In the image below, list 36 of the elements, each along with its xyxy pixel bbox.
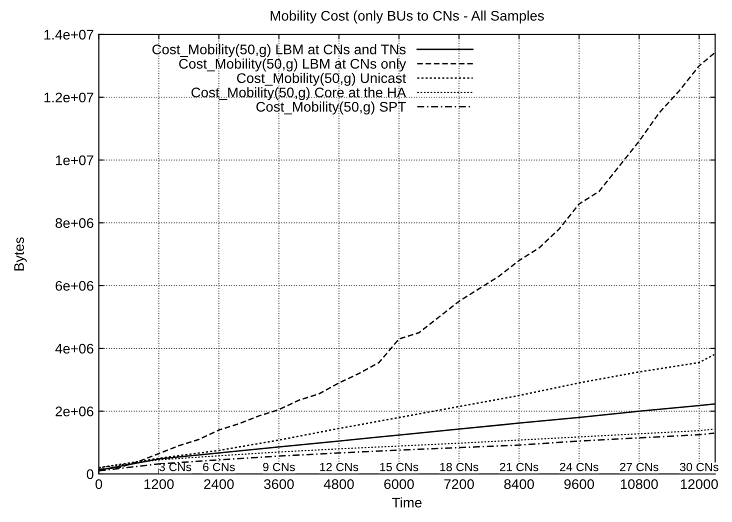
x-tick-label: 6000: [384, 479, 414, 490]
annotation: 12 CNs: [320, 462, 358, 472]
x-tick-label: 0: [96, 479, 102, 490]
y-tick-label: 6e+06: [56, 280, 94, 291]
x-tick-label: 3600: [264, 479, 294, 490]
x-tick-label: 8400: [504, 479, 534, 490]
y-tick-label: 1e+07: [56, 155, 94, 166]
x-axis-title: Time: [392, 497, 422, 508]
legend-label: Cost_Mobility(50,g) Core at the HA: [191, 87, 406, 100]
x-tick-label: 1200: [144, 479, 174, 490]
legend-label: Cost_Mobility(50,g) SPT: [256, 102, 406, 114]
x-tick-label: 12000: [680, 479, 718, 490]
legend-label: Cost_Mobility(50,g) Unicast: [237, 72, 406, 86]
x-tick-label: 7200: [444, 479, 474, 490]
x-tick-label: 9600: [564, 479, 594, 490]
annotation: 6 CNs: [203, 462, 235, 472]
y-tick-label: 1.4e+07: [44, 30, 94, 40]
legend-label: Cost_Mobility(50,g) LBM at CNs only: [179, 58, 406, 72]
y-tick-label: 2e+06: [56, 406, 94, 416]
annotation: 24 CNs: [560, 462, 598, 472]
y-tick-label: 1.2e+07: [44, 92, 94, 102]
x-tick-label: 2400: [204, 479, 234, 490]
annotation: 30 CNs: [680, 462, 718, 472]
annotation: 21 CNs: [500, 462, 538, 472]
y-tick-label: 8e+06: [56, 218, 94, 228]
legend-label: Cost_Mobility(50,g) LBM at CNs and TNs: [152, 44, 406, 58]
annotation: 18 CNs: [440, 462, 478, 472]
y-axis-title: Bytes: [14, 237, 27, 270]
chart-title: Mobility Cost (only BUs to CNs - All Samples: [270, 10, 544, 24]
y-tick-label: 0: [86, 469, 94, 480]
annotation: 27 CNs: [620, 462, 658, 472]
annotation: 9 CNs: [263, 462, 295, 472]
y-tick-label: 4e+06: [55, 344, 94, 354]
x-tick-label: 4800: [324, 479, 354, 490]
annotation: 15 CNs: [380, 462, 418, 472]
x-tick-label: 10800: [620, 479, 658, 490]
